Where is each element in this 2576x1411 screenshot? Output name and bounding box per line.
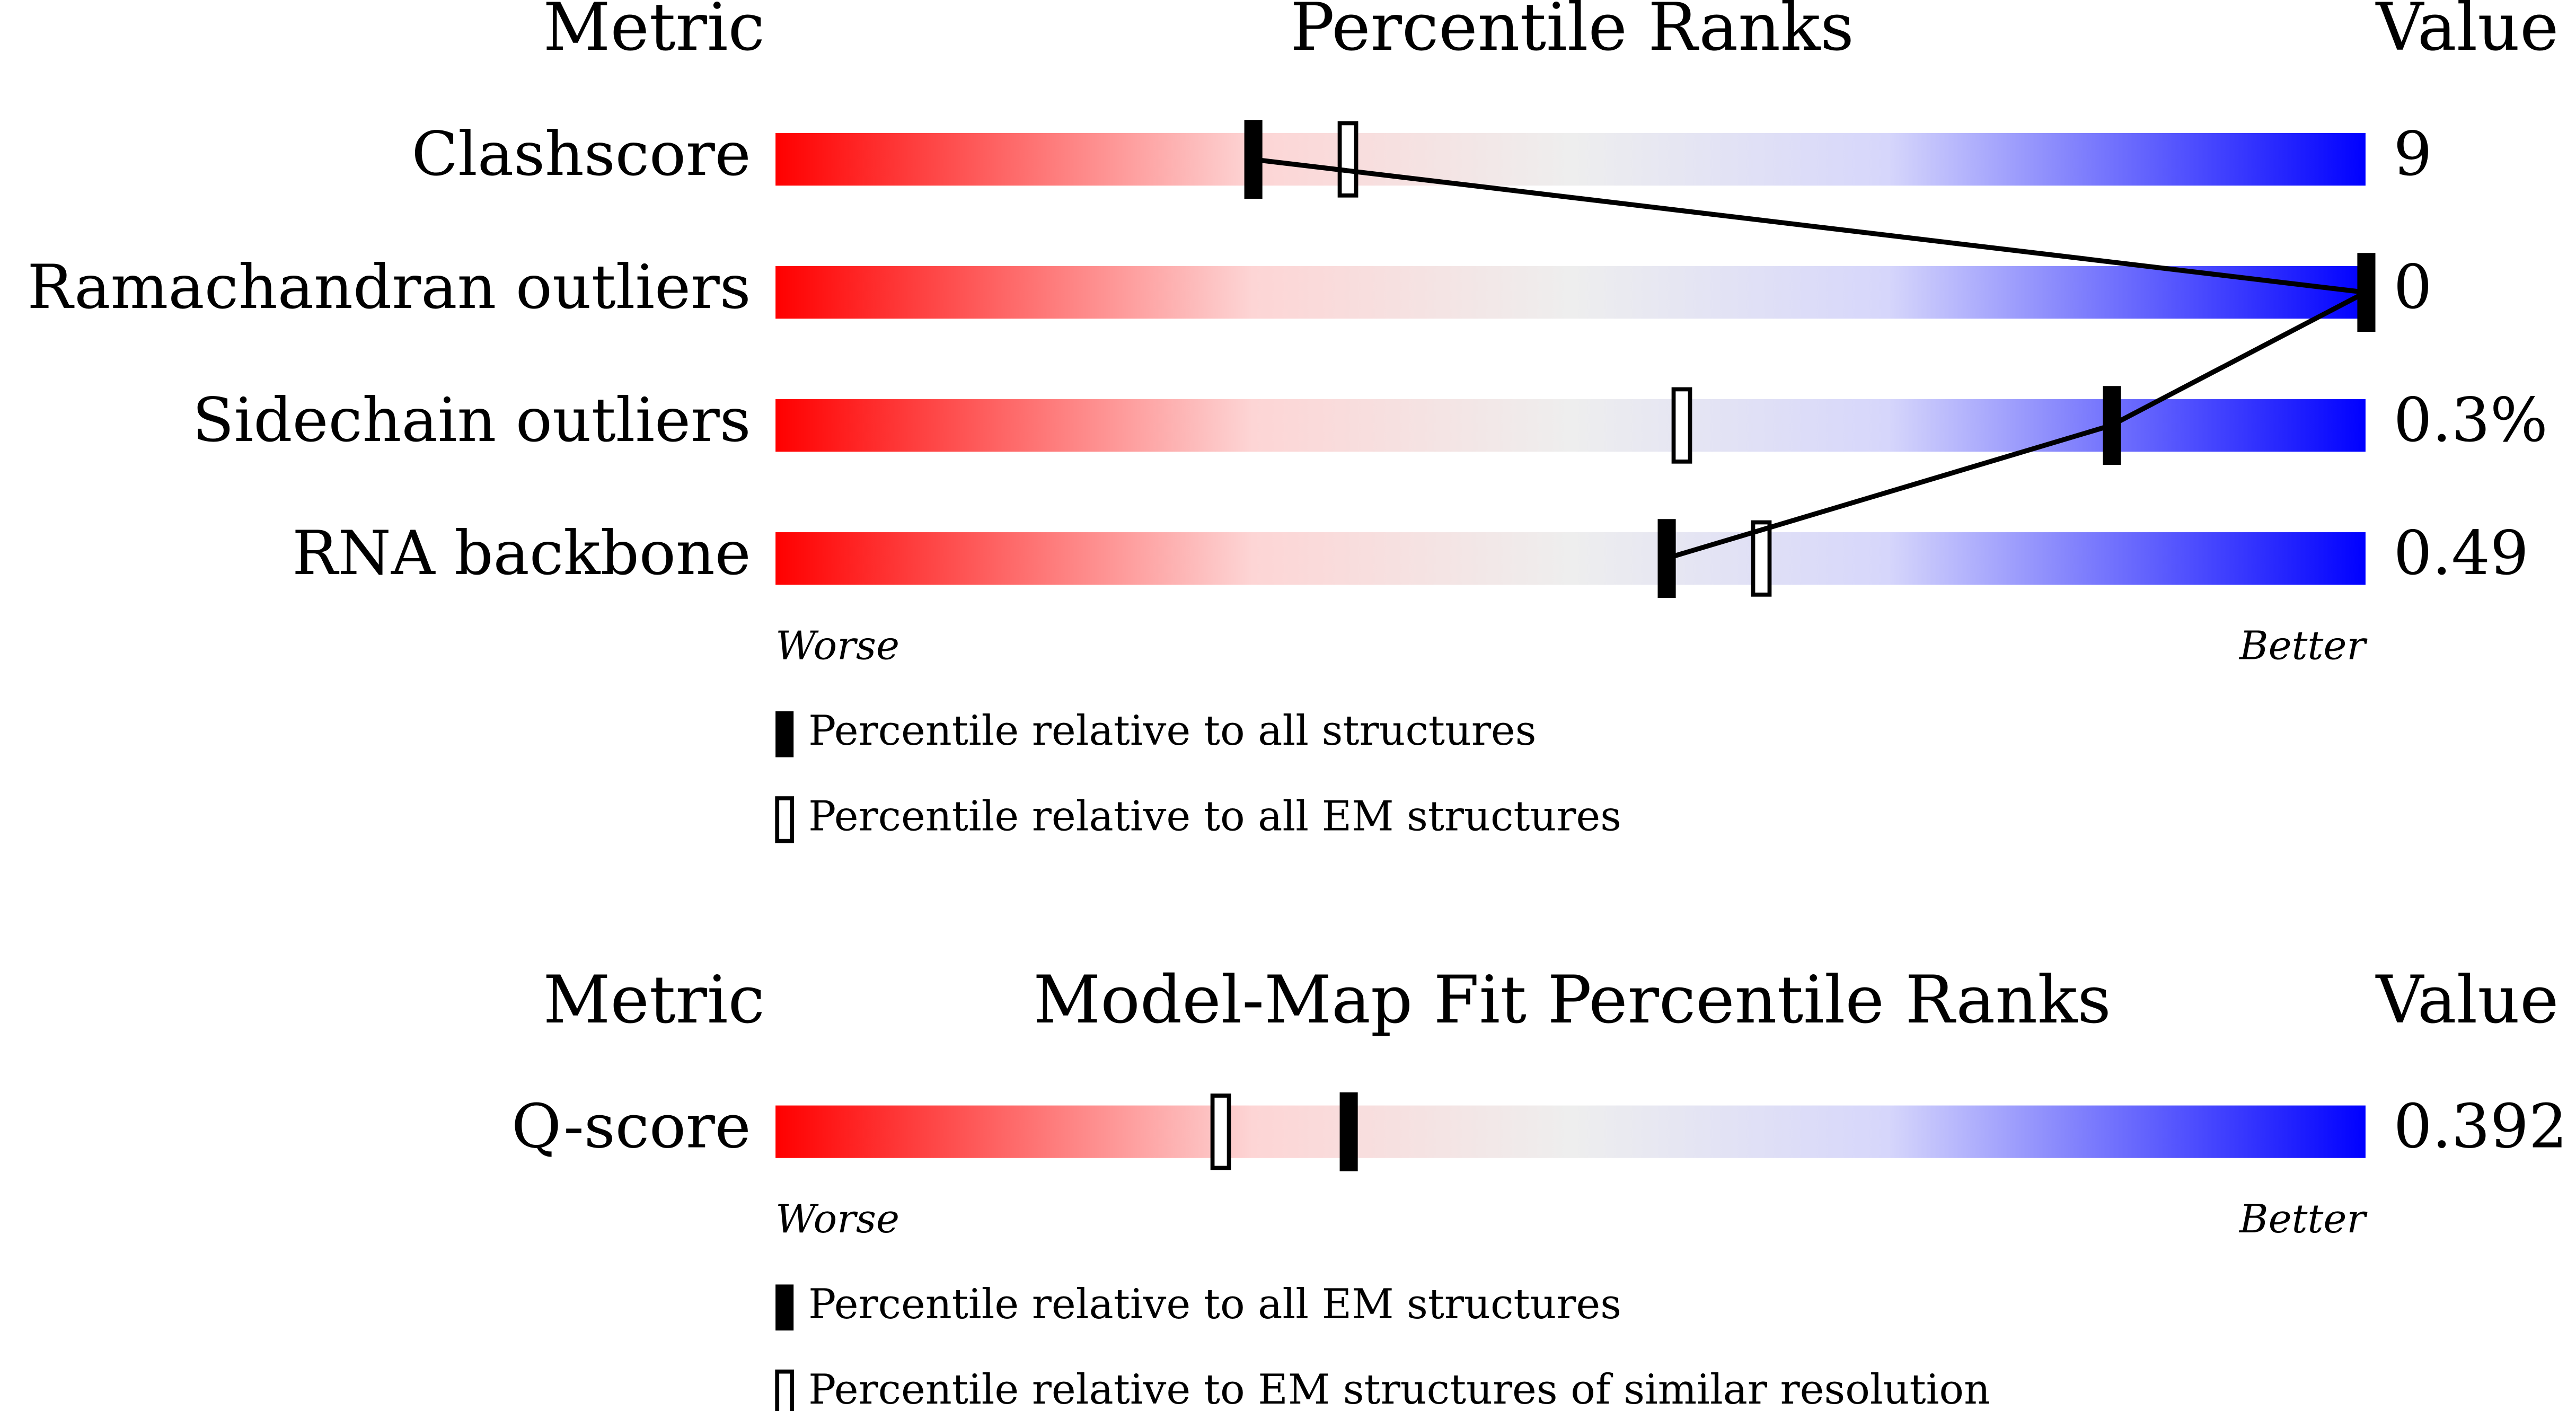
percentile-bar bbox=[775, 532, 2366, 585]
hollow-marker bbox=[1671, 387, 1692, 464]
filled-marker bbox=[1339, 1092, 1358, 1171]
worse-label: Worse bbox=[775, 1196, 899, 1242]
hollow-marker bbox=[1751, 520, 1772, 597]
header-value: Value bbox=[2375, 0, 2559, 66]
filled-marker bbox=[1244, 120, 1263, 199]
legend-filled-text: Percentile relative to all EM structures bbox=[808, 1281, 1621, 1328]
percentile-bar bbox=[775, 399, 2366, 452]
header-title: Percentile Ranks bbox=[1290, 0, 1854, 66]
metric-label: RNA backbone bbox=[292, 518, 751, 589]
header-value: Value bbox=[2375, 962, 2559, 1038]
metric-label: Ramachandran outliers bbox=[27, 252, 751, 323]
metric-value: 0 bbox=[2394, 252, 2432, 323]
legend-filled-text: Percentile relative to all structures bbox=[808, 707, 1536, 755]
percentile-bar bbox=[775, 133, 2366, 186]
legend-filled-icon bbox=[775, 711, 794, 757]
metric-value: 0.3% bbox=[2394, 385, 2548, 456]
better-label: Better bbox=[2238, 1196, 2368, 1242]
legend-hollow-text: Percentile relative to all EM structures bbox=[808, 792, 1621, 840]
legend-hollow-text: Percentile relative to EM structures of … bbox=[808, 1366, 1990, 1411]
percentile-bar bbox=[775, 1105, 2366, 1158]
filled-marker bbox=[1657, 519, 1676, 598]
header-metric: Metric bbox=[543, 962, 765, 1038]
percentile-bar bbox=[775, 266, 2366, 319]
metric-value: 0.392 bbox=[2394, 1092, 2568, 1162]
metric-label: Clashscore bbox=[411, 119, 751, 190]
metric-value: 0.49 bbox=[2394, 518, 2529, 589]
metric-label: Q-score bbox=[511, 1092, 751, 1162]
legend-hollow-icon bbox=[775, 1369, 794, 1411]
header-title: Model-Map Fit Percentile Ranks bbox=[1033, 962, 2111, 1038]
legend-filled-icon bbox=[775, 1284, 794, 1331]
better-label: Better bbox=[2238, 623, 2368, 669]
filled-marker bbox=[2357, 253, 2376, 332]
header-metric: Metric bbox=[543, 0, 765, 66]
hollow-marker bbox=[1210, 1093, 1231, 1170]
metric-value: 9 bbox=[2394, 119, 2432, 190]
worse-label: Worse bbox=[775, 623, 899, 669]
connector-line bbox=[1252, 156, 2374, 561]
metric-label: Sidechain outliers bbox=[192, 385, 751, 456]
hollow-marker bbox=[1337, 121, 1358, 198]
filled-marker bbox=[2103, 386, 2121, 465]
legend-hollow-icon bbox=[775, 796, 794, 843]
